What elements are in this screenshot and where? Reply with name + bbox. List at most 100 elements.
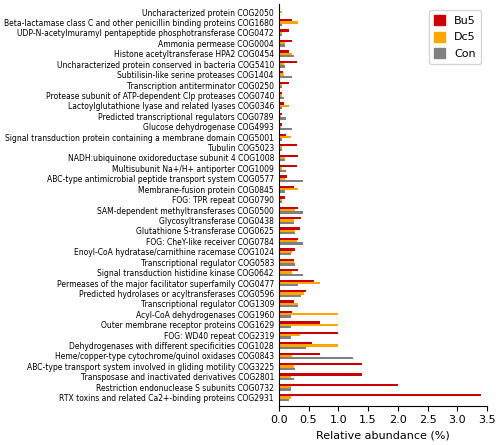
Bar	[279, 44, 284, 47]
Bar	[279, 149, 282, 151]
Bar	[279, 279, 314, 282]
Bar	[279, 175, 286, 178]
Bar	[279, 334, 299, 336]
Bar	[279, 269, 298, 271]
Bar	[279, 24, 282, 26]
Bar	[279, 238, 298, 240]
Bar	[279, 196, 284, 198]
Bar	[279, 326, 290, 328]
Bar	[279, 217, 301, 219]
Bar	[279, 63, 283, 65]
Bar	[279, 368, 295, 370]
Bar	[279, 123, 282, 125]
Bar	[279, 73, 283, 76]
Bar	[279, 261, 293, 263]
Bar	[279, 134, 286, 136]
Bar	[279, 76, 292, 78]
Bar	[279, 125, 280, 128]
Bar	[279, 84, 282, 86]
Bar	[279, 295, 301, 297]
Bar	[279, 206, 298, 209]
Bar	[279, 290, 305, 292]
Bar	[279, 167, 282, 170]
Bar	[279, 284, 298, 287]
Bar	[279, 94, 282, 97]
Bar	[279, 29, 289, 32]
Bar	[279, 86, 282, 89]
Bar	[279, 128, 292, 130]
Bar	[279, 188, 298, 190]
Bar	[279, 201, 282, 203]
Bar	[279, 300, 293, 303]
Bar	[279, 316, 290, 318]
Bar	[279, 365, 293, 368]
Bar	[279, 138, 282, 141]
Bar	[279, 232, 295, 235]
Bar	[279, 154, 298, 157]
Bar	[279, 321, 320, 324]
Bar	[279, 211, 302, 214]
Bar	[279, 102, 283, 105]
Bar	[279, 305, 298, 307]
Bar	[279, 313, 338, 316]
Bar	[279, 178, 284, 180]
Bar	[279, 251, 292, 253]
Bar	[279, 61, 296, 63]
Bar	[279, 19, 292, 21]
Bar	[279, 357, 353, 360]
Bar	[279, 170, 286, 172]
Bar	[279, 32, 282, 34]
Bar	[279, 21, 298, 24]
Bar	[279, 384, 398, 386]
Bar	[279, 186, 293, 188]
Bar	[279, 81, 289, 84]
Bar	[279, 136, 290, 138]
Bar	[279, 105, 289, 107]
Bar	[279, 373, 362, 376]
Bar	[279, 259, 293, 261]
Bar	[279, 13, 280, 16]
Bar	[279, 71, 283, 73]
Bar	[279, 243, 302, 245]
Legend: Bu5, Dc5, Con: Bu5, Dc5, Con	[428, 10, 482, 64]
Bar	[279, 146, 282, 149]
Bar	[279, 282, 320, 284]
Bar	[279, 65, 284, 68]
Bar	[279, 271, 292, 274]
Bar	[279, 344, 338, 347]
Bar	[279, 180, 302, 182]
Bar	[279, 53, 292, 55]
Bar	[279, 227, 299, 230]
Bar	[279, 332, 338, 334]
Bar	[279, 40, 292, 42]
Bar	[279, 240, 296, 243]
Bar	[279, 292, 304, 295]
Bar	[279, 336, 290, 339]
Bar	[279, 34, 282, 36]
Bar	[279, 388, 290, 391]
Bar	[279, 209, 295, 211]
Bar	[279, 230, 295, 232]
Bar	[279, 355, 292, 357]
Bar	[279, 396, 290, 399]
Bar	[279, 248, 295, 251]
Bar	[279, 190, 284, 193]
Bar	[279, 222, 293, 224]
Bar	[279, 117, 286, 120]
Bar	[279, 92, 282, 94]
Bar	[279, 159, 284, 162]
Bar	[279, 342, 312, 344]
Bar	[279, 263, 295, 266]
Bar	[279, 11, 282, 13]
Bar	[279, 50, 289, 53]
Bar	[279, 157, 284, 159]
Bar	[279, 219, 293, 222]
Bar	[279, 165, 296, 167]
Bar	[279, 113, 282, 115]
Bar	[279, 376, 290, 378]
Bar	[279, 274, 302, 276]
Bar	[279, 399, 289, 401]
Bar	[279, 311, 292, 313]
Bar	[279, 55, 293, 57]
Bar	[279, 324, 338, 326]
